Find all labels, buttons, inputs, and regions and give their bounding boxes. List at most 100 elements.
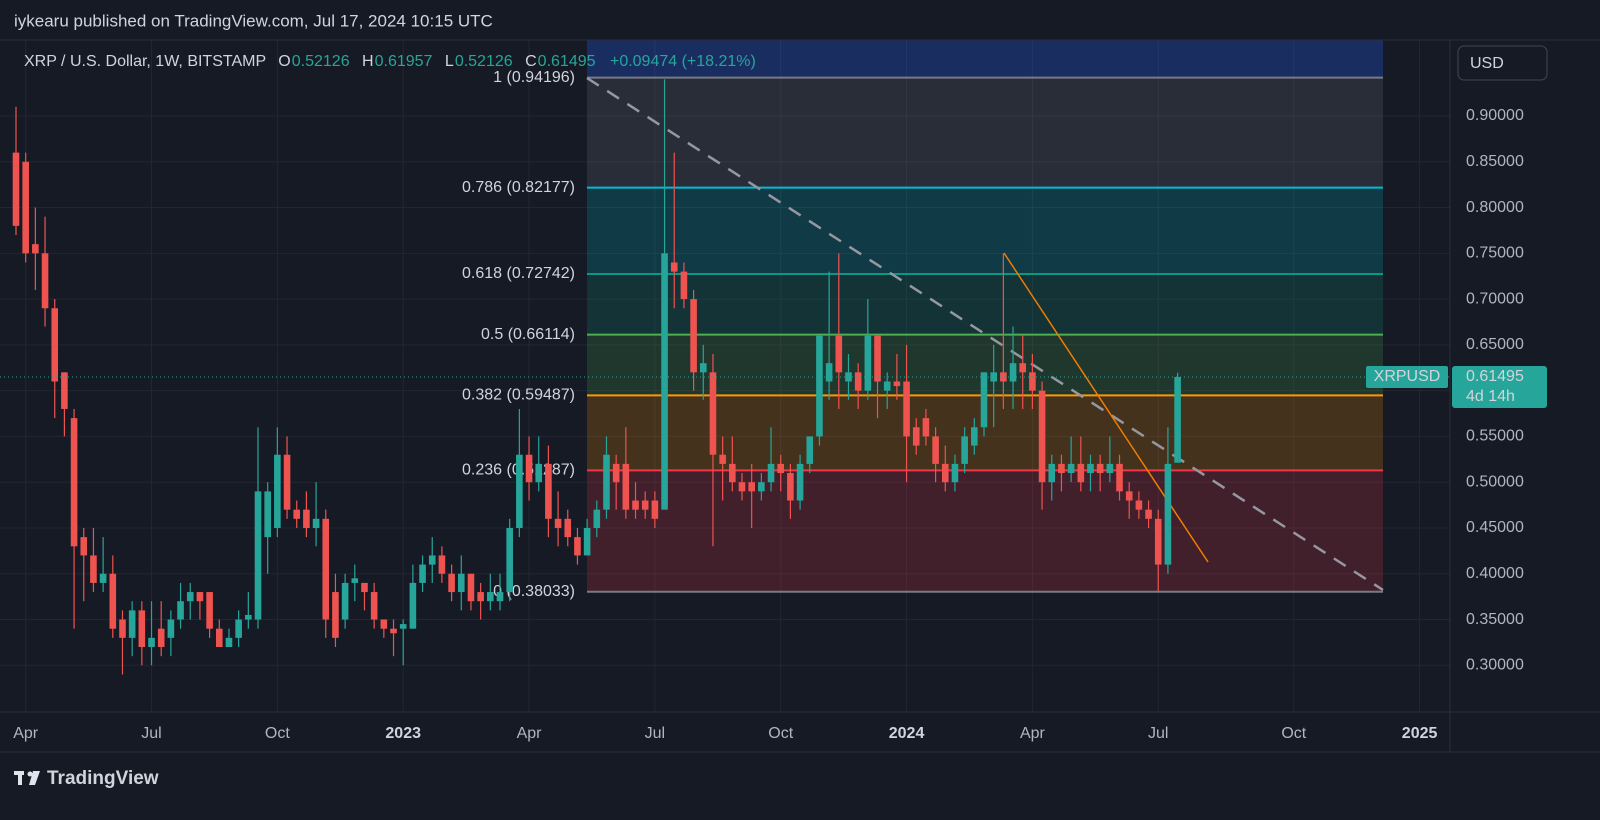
candle-body <box>80 537 88 556</box>
candle-body <box>603 454 610 510</box>
candle-body <box>525 454 533 483</box>
currency[interactable]: USD <box>1470 55 1504 72</box>
candle-body <box>758 482 765 492</box>
candle-body <box>496 592 504 602</box>
candle-body <box>370 592 378 620</box>
candle-body <box>390 628 397 634</box>
candle-body <box>487 592 494 602</box>
candle-body <box>138 610 146 647</box>
candle-body <box>467 573 475 602</box>
candle-body <box>690 299 697 373</box>
fib-extension-zone <box>587 40 1383 78</box>
candle-body <box>293 509 301 519</box>
dashed-trend-line <box>586 76 1384 592</box>
x-tick-label: Jul <box>1148 725 1168 742</box>
x-tick-label: Oct <box>768 725 793 742</box>
candle-body <box>612 463 620 483</box>
candle-body <box>767 463 775 483</box>
candle-body <box>1048 463 1056 483</box>
candle-body <box>661 253 668 510</box>
ohlc-label: O <box>278 53 290 70</box>
candle-body <box>554 518 562 528</box>
candle-body <box>816 335 823 437</box>
candle-body <box>535 463 543 483</box>
candle-body <box>796 463 804 501</box>
candle-body <box>874 335 881 382</box>
x-tick-label: Jul <box>645 725 665 742</box>
y-tick-label: 0.85000 <box>1466 153 1524 170</box>
ohlc-label: L <box>445 53 454 70</box>
candle-body <box>1077 463 1085 483</box>
fib-zone <box>587 470 1383 592</box>
candle-body <box>419 564 426 583</box>
candle-body <box>1019 363 1027 373</box>
candle-body <box>864 335 872 391</box>
y-tick-label: 0.45000 <box>1466 519 1524 536</box>
candle-body <box>119 619 126 638</box>
candle-body <box>186 592 194 602</box>
candle-body <box>70 418 78 547</box>
candle-body <box>1058 463 1065 474</box>
candle-body <box>1029 372 1036 391</box>
candle-body <box>941 463 949 483</box>
candle-body <box>729 463 736 483</box>
x-tick-label: 2023 <box>385 725 421 742</box>
candle-body <box>99 573 107 583</box>
fib-label: 0.786 (0.82177) <box>462 179 575 196</box>
ohlc-value: 0.52126 <box>455 53 513 70</box>
fib-label: 1 (0.94196) <box>493 69 575 86</box>
candle-body <box>303 509 310 528</box>
candle-body <box>932 436 939 464</box>
logo <box>14 771 40 785</box>
candle-body <box>206 592 213 629</box>
candle-body <box>351 578 359 583</box>
countdown: 4d 14h <box>1466 388 1515 405</box>
candle-body <box>912 427 920 446</box>
candle-body <box>428 555 436 565</box>
candle-body <box>1145 509 1152 519</box>
candle-body <box>245 614 252 620</box>
candle-body <box>1125 491 1133 501</box>
ohlc-value: 0.52126 <box>292 53 350 70</box>
candle-body <box>1067 463 1075 474</box>
candle-body <box>806 436 814 464</box>
candle-body <box>903 381 910 437</box>
candle-body <box>1087 463 1094 474</box>
x-tick-label: 2024 <box>889 725 925 742</box>
candle-body <box>787 473 794 501</box>
candle-body <box>593 509 601 528</box>
candle-body <box>1154 518 1162 565</box>
y-tick-label: 0.80000 <box>1466 199 1524 216</box>
publisher: iykearu published on TradingView.com, Ju… <box>14 11 493 30</box>
x-tick-label: Apr <box>517 725 543 742</box>
candle-body <box>1000 372 1007 382</box>
candle-body <box>835 335 843 373</box>
candle-body <box>1164 463 1172 565</box>
ohlc-label: C <box>525 53 537 70</box>
candle-body <box>516 454 523 528</box>
candle-body <box>632 500 639 510</box>
candle-body <box>719 454 726 464</box>
candle-body <box>61 372 68 409</box>
trend-line <box>1003 252 1209 563</box>
ohlc-value: 0.61957 <box>375 53 433 70</box>
candle-body <box>235 619 242 638</box>
currency-button[interactable] <box>1457 45 1548 81</box>
candle-body <box>990 372 997 382</box>
candle-body <box>167 619 175 638</box>
price-tag <box>1452 365 1547 408</box>
candle-body <box>196 592 204 602</box>
candle-body <box>1174 376 1181 463</box>
candle-body <box>854 372 862 391</box>
legend: XRP / U.S. Dollar, 1W, BITSTAMP O0.52126… <box>24 53 756 70</box>
candle-body <box>1009 363 1017 382</box>
candle-body <box>109 573 117 629</box>
x-tick-label: Apr <box>1020 725 1046 742</box>
candle-body <box>157 628 165 647</box>
candle-body <box>341 582 349 620</box>
candle-body <box>961 436 968 464</box>
y-tick-label: 0.90000 <box>1466 107 1524 124</box>
candle-body <box>1106 463 1114 474</box>
candle-body <box>148 637 155 647</box>
